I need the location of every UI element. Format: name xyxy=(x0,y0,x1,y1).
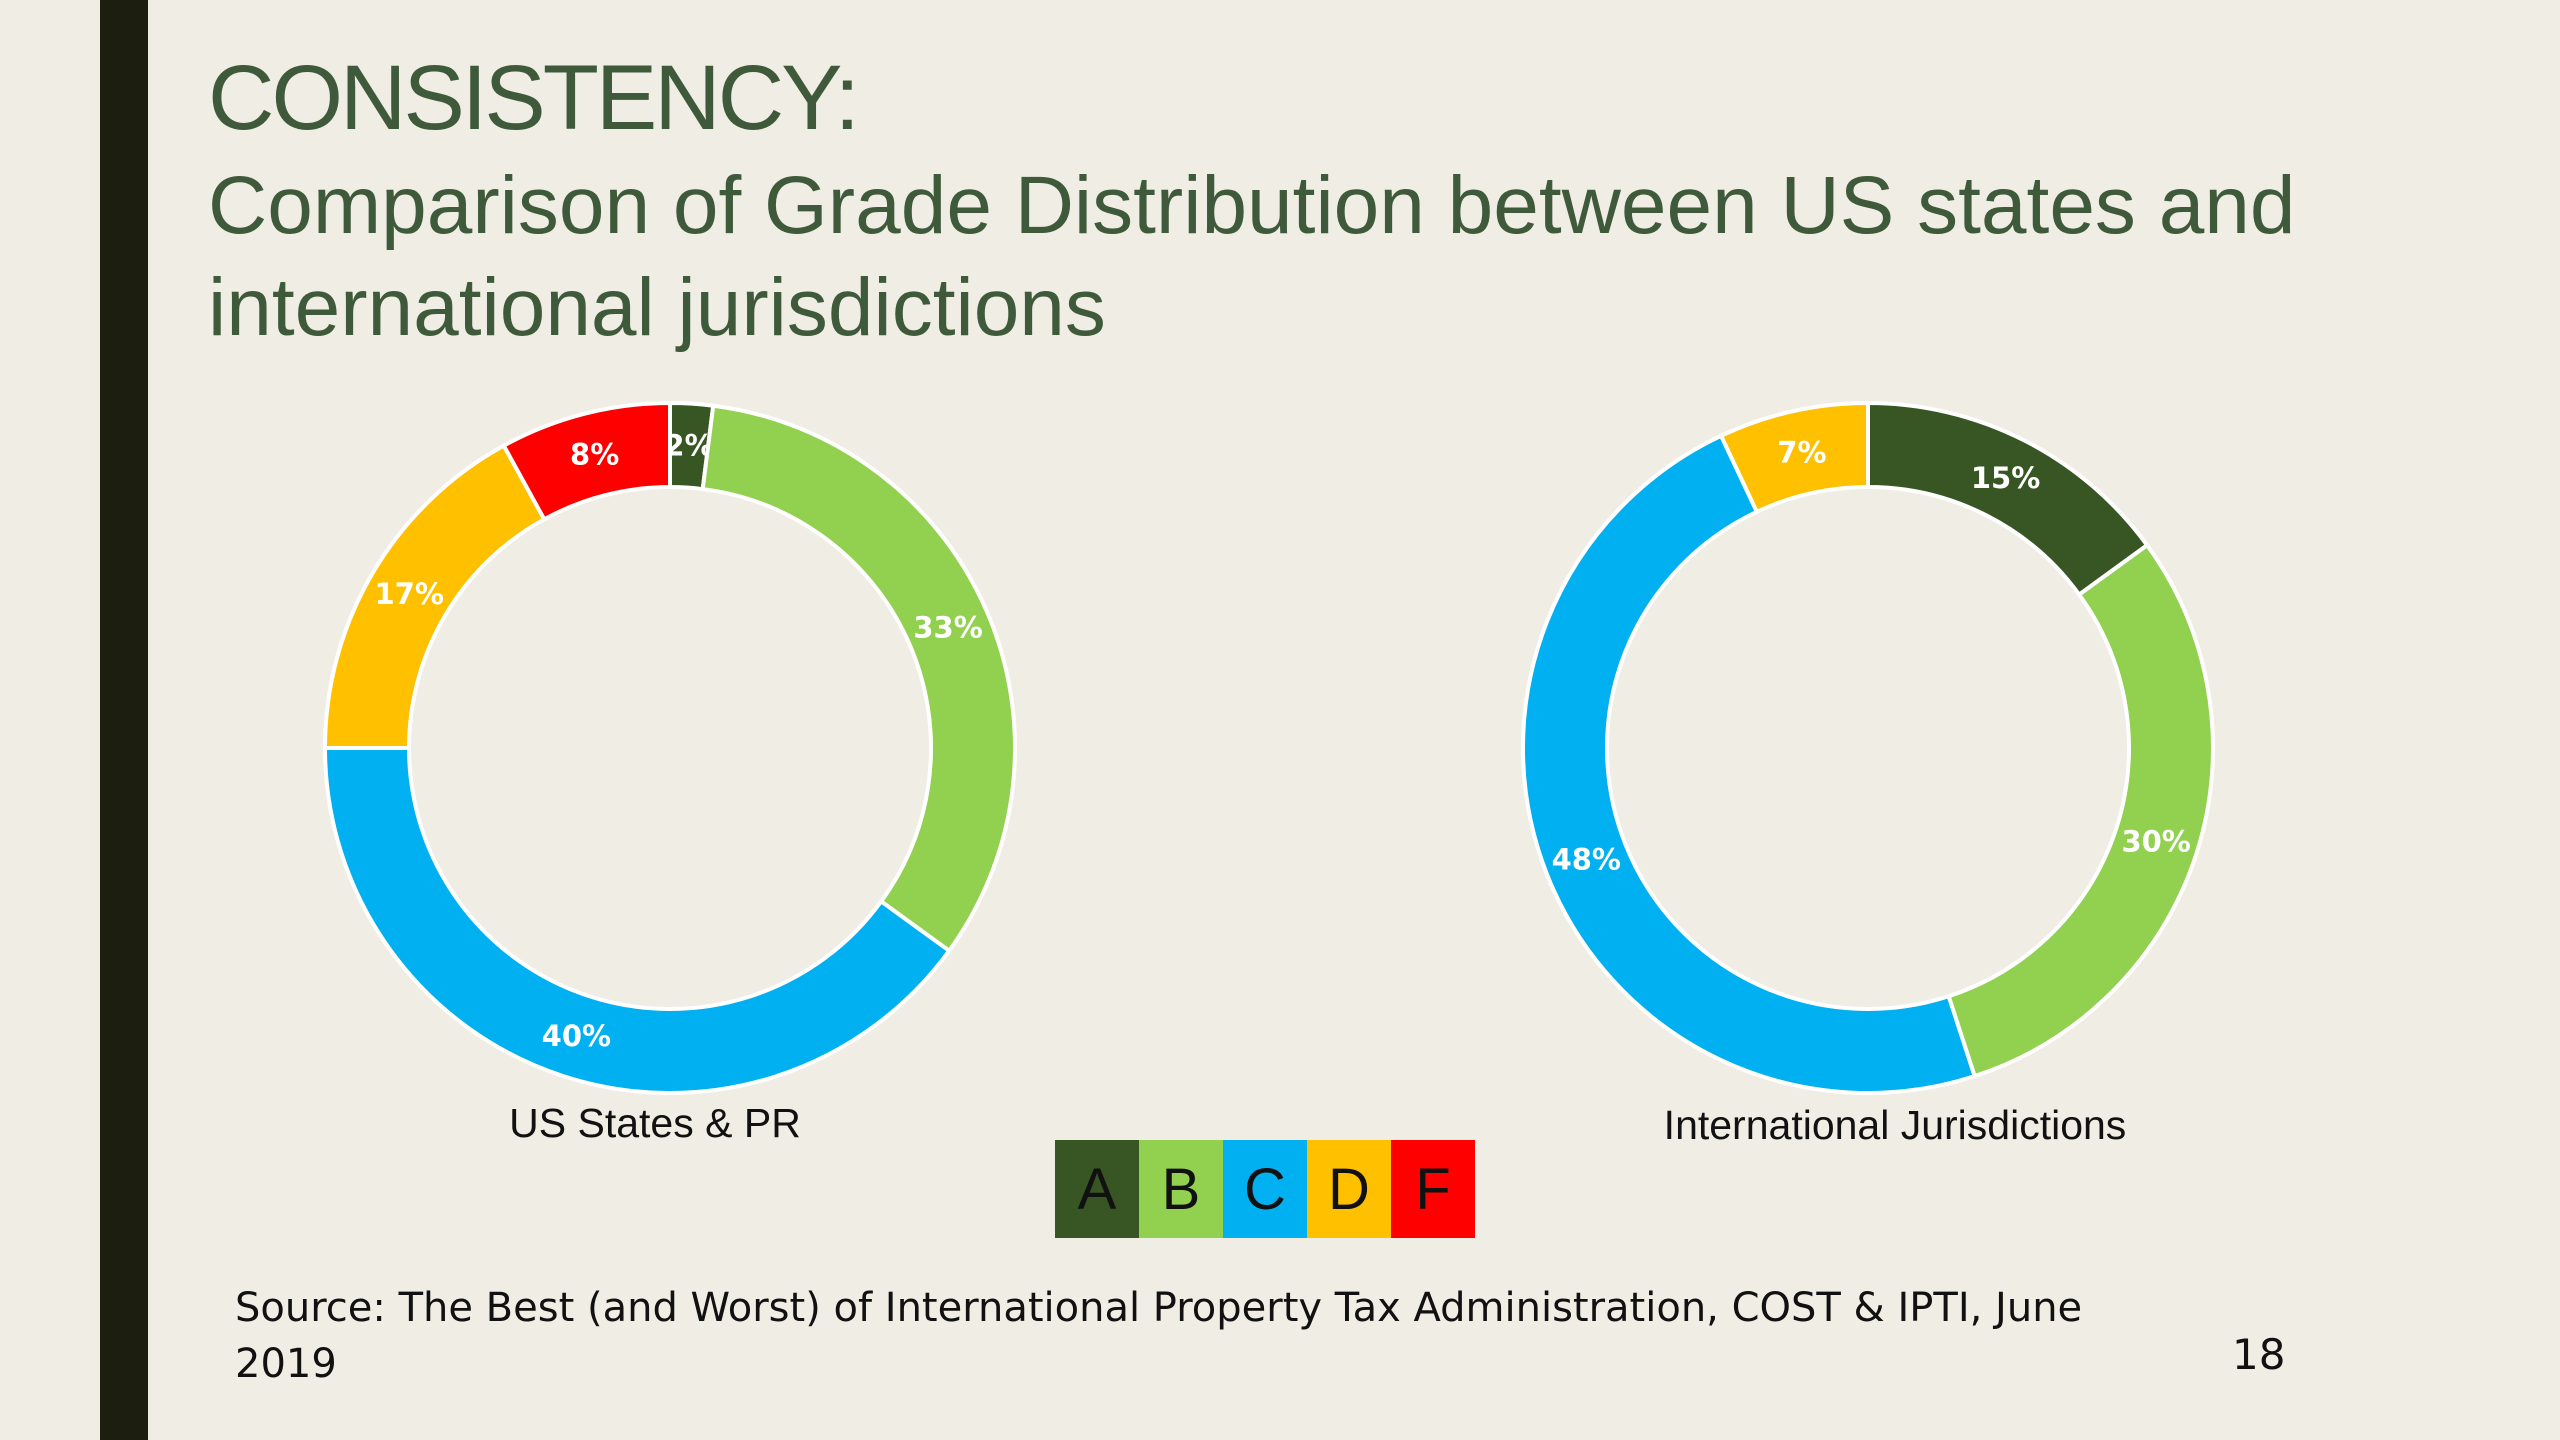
legend-item-f: F xyxy=(1391,1140,1475,1238)
legend-item-b: B xyxy=(1139,1140,1223,1238)
slice-label-d: 7% xyxy=(1777,435,1826,469)
slice-label-b: 30% xyxy=(2121,825,2190,859)
donut-slice-f xyxy=(501,400,672,522)
legend-label: B xyxy=(1161,1156,1201,1222)
grade-legend: A B C D F xyxy=(1055,1140,1475,1238)
legend-label: A xyxy=(1077,1156,1117,1222)
donut-slice-c xyxy=(322,746,952,1095)
donut-slice-b xyxy=(1946,542,2215,1079)
chart-caption-us-states: US States & PR xyxy=(509,1100,801,1146)
donut-slice-d xyxy=(1718,400,1870,515)
slice-label-c: 48% xyxy=(1552,843,1621,877)
slice-label-a: 15% xyxy=(1971,461,2040,495)
donut-chart-us-states: 2%33%40%17%8% xyxy=(322,400,1017,1095)
page-number: 18 xyxy=(2232,1330,2286,1379)
slice-label-d: 17% xyxy=(374,577,443,611)
slice-label-b: 33% xyxy=(913,611,982,645)
left-accent-bar xyxy=(100,0,148,1440)
legend-item-c: C xyxy=(1223,1140,1307,1238)
slide-title: CONSISTENCY: xyxy=(208,47,860,149)
source-citation: Source: The Best (and Worst) of Internat… xyxy=(235,1285,2083,1387)
legend-label: F xyxy=(1415,1156,1451,1222)
slide-subtitle: Comparison of Grade Distribution between… xyxy=(208,160,2296,353)
legend-item-a: A xyxy=(1055,1140,1139,1238)
legend-item-d: D xyxy=(1307,1140,1391,1238)
donut-slice-c xyxy=(1521,433,1978,1095)
legend-label: D xyxy=(1328,1156,1370,1222)
slice-label-f: 8% xyxy=(570,438,619,472)
chart-caption-international: International Jurisdictions xyxy=(1663,1102,2127,1148)
donut-slice-a xyxy=(1866,400,2150,598)
slice-label-c: 40% xyxy=(542,1019,611,1053)
donut-slice-b xyxy=(700,403,1017,954)
legend-label: C xyxy=(1244,1156,1286,1222)
donut-chart-international: 15% 30% 48% 7% xyxy=(1521,400,2215,1095)
